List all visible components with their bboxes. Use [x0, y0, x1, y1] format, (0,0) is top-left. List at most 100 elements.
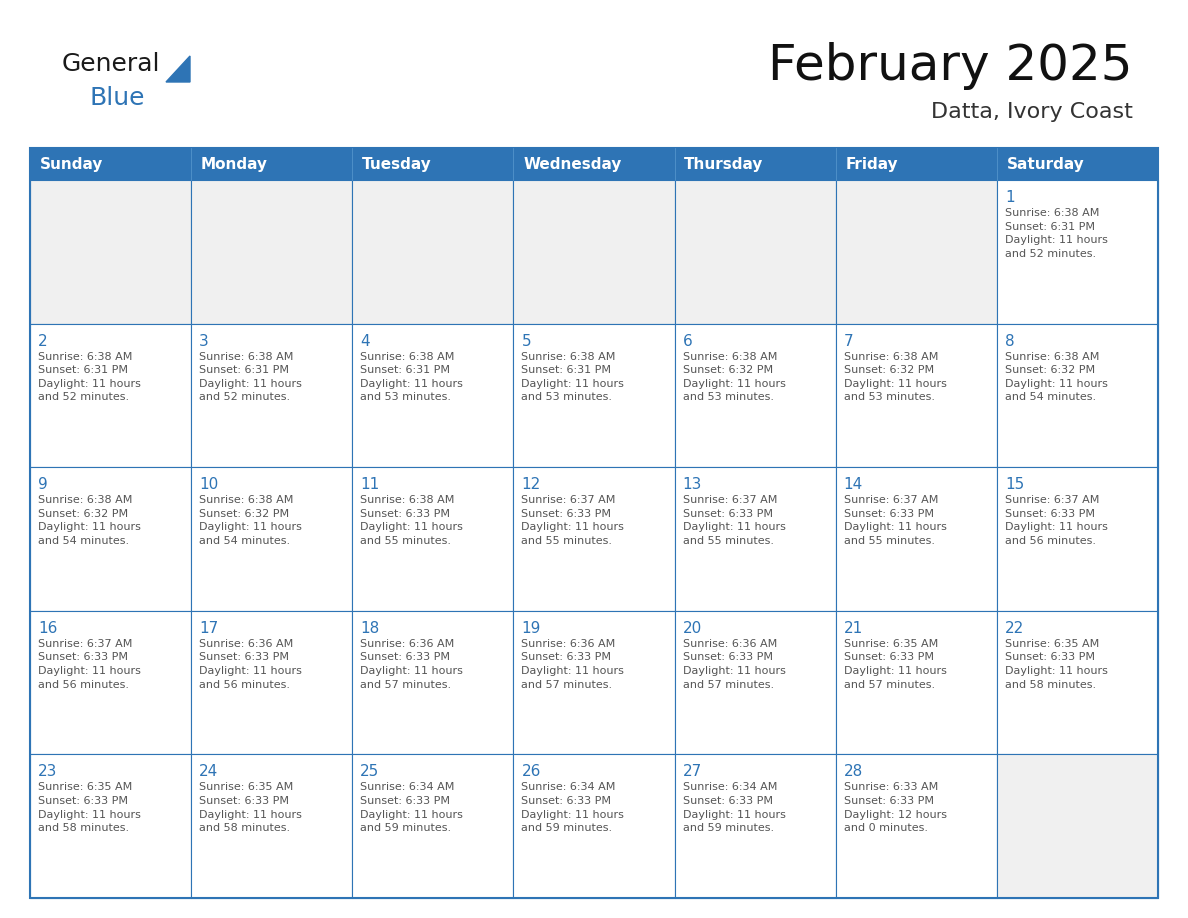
Bar	[191, 467, 353, 610]
Text: 10: 10	[200, 477, 219, 492]
Text: Sunrise: 6:34 AM
Sunset: 6:33 PM
Daylight: 11 hours
and 59 minutes.: Sunrise: 6:34 AM Sunset: 6:33 PM Dayligh…	[683, 782, 785, 834]
Bar	[191, 324, 353, 467]
Text: Tuesday: Tuesday	[362, 156, 431, 172]
Bar	[997, 180, 1158, 324]
Bar	[30, 180, 191, 324]
Bar	[30, 148, 1158, 898]
Text: Sunrise: 6:35 AM
Sunset: 6:33 PM
Daylight: 11 hours
and 58 minutes.: Sunrise: 6:35 AM Sunset: 6:33 PM Dayligh…	[200, 782, 302, 834]
Bar	[30, 324, 191, 467]
Text: Sunrise: 6:35 AM
Sunset: 6:33 PM
Daylight: 11 hours
and 58 minutes.: Sunrise: 6:35 AM Sunset: 6:33 PM Dayligh…	[38, 782, 141, 834]
Text: Sunrise: 6:34 AM
Sunset: 6:33 PM
Daylight: 11 hours
and 59 minutes.: Sunrise: 6:34 AM Sunset: 6:33 PM Dayligh…	[522, 782, 625, 834]
Bar	[835, 610, 997, 755]
Text: Sunrise: 6:38 AM
Sunset: 6:31 PM
Daylight: 11 hours
and 53 minutes.: Sunrise: 6:38 AM Sunset: 6:31 PM Dayligh…	[360, 352, 463, 402]
Bar	[513, 148, 675, 180]
Text: General: General	[62, 52, 160, 76]
Text: 6: 6	[683, 333, 693, 349]
Text: Sunrise: 6:38 AM
Sunset: 6:32 PM
Daylight: 11 hours
and 54 minutes.: Sunrise: 6:38 AM Sunset: 6:32 PM Dayligh…	[38, 495, 141, 546]
Text: 12: 12	[522, 477, 541, 492]
Bar	[353, 467, 513, 610]
Text: Sunrise: 6:37 AM
Sunset: 6:33 PM
Daylight: 11 hours
and 55 minutes.: Sunrise: 6:37 AM Sunset: 6:33 PM Dayligh…	[843, 495, 947, 546]
Text: 7: 7	[843, 333, 853, 349]
Text: Sunrise: 6:38 AM
Sunset: 6:33 PM
Daylight: 11 hours
and 55 minutes.: Sunrise: 6:38 AM Sunset: 6:33 PM Dayligh…	[360, 495, 463, 546]
Bar	[513, 755, 675, 898]
Text: Sunrise: 6:36 AM
Sunset: 6:33 PM
Daylight: 11 hours
and 57 minutes.: Sunrise: 6:36 AM Sunset: 6:33 PM Dayligh…	[360, 639, 463, 689]
Bar	[675, 467, 835, 610]
Text: Sunday: Sunday	[39, 156, 103, 172]
Bar	[353, 755, 513, 898]
Text: Sunrise: 6:37 AM
Sunset: 6:33 PM
Daylight: 11 hours
and 56 minutes.: Sunrise: 6:37 AM Sunset: 6:33 PM Dayligh…	[38, 639, 141, 689]
Text: Blue: Blue	[90, 86, 145, 110]
Bar	[675, 180, 835, 324]
Text: Sunrise: 6:38 AM
Sunset: 6:32 PM
Daylight: 11 hours
and 54 minutes.: Sunrise: 6:38 AM Sunset: 6:32 PM Dayligh…	[200, 495, 302, 546]
Text: February 2025: February 2025	[769, 42, 1133, 90]
Text: 14: 14	[843, 477, 862, 492]
Text: Sunrise: 6:38 AM
Sunset: 6:31 PM
Daylight: 11 hours
and 53 minutes.: Sunrise: 6:38 AM Sunset: 6:31 PM Dayligh…	[522, 352, 625, 402]
Bar	[30, 610, 191, 755]
Text: 19: 19	[522, 621, 541, 636]
Text: Sunrise: 6:36 AM
Sunset: 6:33 PM
Daylight: 11 hours
and 57 minutes.: Sunrise: 6:36 AM Sunset: 6:33 PM Dayligh…	[522, 639, 625, 689]
Text: Friday: Friday	[846, 156, 898, 172]
Text: Sunrise: 6:33 AM
Sunset: 6:33 PM
Daylight: 12 hours
and 0 minutes.: Sunrise: 6:33 AM Sunset: 6:33 PM Dayligh…	[843, 782, 947, 834]
Bar	[675, 324, 835, 467]
Text: Sunrise: 6:36 AM
Sunset: 6:33 PM
Daylight: 11 hours
and 56 minutes.: Sunrise: 6:36 AM Sunset: 6:33 PM Dayligh…	[200, 639, 302, 689]
Bar	[191, 180, 353, 324]
Bar	[30, 467, 191, 610]
Text: Sunrise: 6:38 AM
Sunset: 6:31 PM
Daylight: 11 hours
and 52 minutes.: Sunrise: 6:38 AM Sunset: 6:31 PM Dayligh…	[1005, 208, 1107, 259]
Text: 8: 8	[1005, 333, 1015, 349]
Text: 16: 16	[38, 621, 57, 636]
Text: Sunrise: 6:34 AM
Sunset: 6:33 PM
Daylight: 11 hours
and 59 minutes.: Sunrise: 6:34 AM Sunset: 6:33 PM Dayligh…	[360, 782, 463, 834]
Bar	[191, 755, 353, 898]
Text: Sunrise: 6:36 AM
Sunset: 6:33 PM
Daylight: 11 hours
and 57 minutes.: Sunrise: 6:36 AM Sunset: 6:33 PM Dayligh…	[683, 639, 785, 689]
Text: 25: 25	[360, 765, 380, 779]
Bar	[513, 324, 675, 467]
Bar	[191, 610, 353, 755]
Bar	[353, 148, 513, 180]
Bar	[835, 180, 997, 324]
Text: 1: 1	[1005, 190, 1015, 205]
Text: Sunrise: 6:37 AM
Sunset: 6:33 PM
Daylight: 11 hours
and 55 minutes.: Sunrise: 6:37 AM Sunset: 6:33 PM Dayligh…	[522, 495, 625, 546]
Text: Sunrise: 6:38 AM
Sunset: 6:32 PM
Daylight: 11 hours
and 54 minutes.: Sunrise: 6:38 AM Sunset: 6:32 PM Dayligh…	[1005, 352, 1107, 402]
Bar	[353, 180, 513, 324]
Bar	[997, 610, 1158, 755]
Bar	[835, 755, 997, 898]
Text: 15: 15	[1005, 477, 1024, 492]
Text: 28: 28	[843, 765, 862, 779]
Text: 27: 27	[683, 765, 702, 779]
Text: Sunrise: 6:38 AM
Sunset: 6:32 PM
Daylight: 11 hours
and 53 minutes.: Sunrise: 6:38 AM Sunset: 6:32 PM Dayligh…	[843, 352, 947, 402]
Bar	[997, 148, 1158, 180]
Text: 21: 21	[843, 621, 862, 636]
Text: Sunrise: 6:38 AM
Sunset: 6:32 PM
Daylight: 11 hours
and 53 minutes.: Sunrise: 6:38 AM Sunset: 6:32 PM Dayligh…	[683, 352, 785, 402]
Text: 22: 22	[1005, 621, 1024, 636]
Text: Thursday: Thursday	[684, 156, 764, 172]
Text: Sunrise: 6:38 AM
Sunset: 6:31 PM
Daylight: 11 hours
and 52 minutes.: Sunrise: 6:38 AM Sunset: 6:31 PM Dayligh…	[200, 352, 302, 402]
Bar	[191, 148, 353, 180]
Text: 17: 17	[200, 621, 219, 636]
Text: Sunrise: 6:38 AM
Sunset: 6:31 PM
Daylight: 11 hours
and 52 minutes.: Sunrise: 6:38 AM Sunset: 6:31 PM Dayligh…	[38, 352, 141, 402]
Text: 2: 2	[38, 333, 48, 349]
Bar	[675, 755, 835, 898]
Text: 11: 11	[360, 477, 380, 492]
Bar	[835, 467, 997, 610]
Bar	[513, 180, 675, 324]
Bar	[997, 324, 1158, 467]
Bar	[835, 148, 997, 180]
Bar	[997, 467, 1158, 610]
Text: Sunrise: 6:37 AM
Sunset: 6:33 PM
Daylight: 11 hours
and 55 minutes.: Sunrise: 6:37 AM Sunset: 6:33 PM Dayligh…	[683, 495, 785, 546]
Text: 5: 5	[522, 333, 531, 349]
Bar	[675, 148, 835, 180]
Bar	[353, 610, 513, 755]
Bar	[513, 610, 675, 755]
Text: 24: 24	[200, 765, 219, 779]
Text: 9: 9	[38, 477, 48, 492]
Text: 3: 3	[200, 333, 209, 349]
Bar	[835, 324, 997, 467]
Bar	[30, 755, 191, 898]
Bar	[353, 324, 513, 467]
Text: 20: 20	[683, 621, 702, 636]
Text: 26: 26	[522, 765, 541, 779]
Text: Datta, Ivory Coast: Datta, Ivory Coast	[931, 102, 1133, 122]
Text: 18: 18	[360, 621, 380, 636]
Text: Sunrise: 6:37 AM
Sunset: 6:33 PM
Daylight: 11 hours
and 56 minutes.: Sunrise: 6:37 AM Sunset: 6:33 PM Dayligh…	[1005, 495, 1107, 546]
Bar	[675, 610, 835, 755]
Text: Wednesday: Wednesday	[523, 156, 621, 172]
